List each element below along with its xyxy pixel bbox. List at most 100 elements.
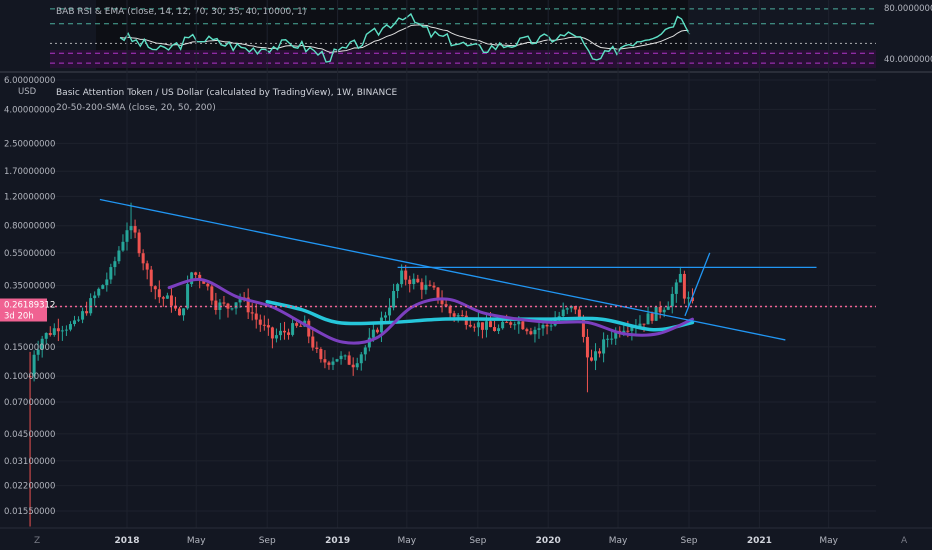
price-tick-label: 0.02200000 [4,482,55,492]
candle-body [400,270,404,285]
candle-body [32,354,36,377]
time-tick-label: 2019 [325,536,350,546]
sma20-line [167,277,694,345]
zoom-corner-left[interactable]: Z [34,536,40,546]
candle-body [339,355,343,360]
candle-body [521,321,525,330]
candle-body [202,280,206,284]
candle-body [254,313,258,320]
candle-body [319,349,323,360]
trendlines[interactable] [99,198,817,341]
candle-body [355,363,359,368]
sma50-line [265,299,695,332]
grid-lines [50,0,876,528]
candle-body [440,300,444,305]
candle-body [388,307,392,316]
candle-body [258,319,262,325]
candle-body [452,313,456,317]
price-tick-label: 6.00000000 [4,76,55,86]
candle-body [351,364,355,368]
price-tick-label: 1.20000000 [4,192,55,202]
candle-body [97,288,101,296]
candle-body [307,320,311,337]
candle-body [472,326,476,328]
candle-body [145,263,149,270]
candle-body [529,331,533,335]
auto-scale-corner[interactable]: A [901,536,908,546]
candle-body [327,362,331,365]
candle-body [335,359,339,362]
candle-body [40,338,44,350]
candle-body [517,321,521,325]
candle-body [109,267,113,280]
candle-body [371,329,375,338]
price-tick-label: 0.80000000 [4,222,55,232]
candle-body [581,319,585,337]
candle-body [161,297,165,299]
candle-body [670,293,674,307]
candle-body [287,332,291,335]
price-tick-label: 4.00000000 [4,105,55,115]
time-tick-label: May [819,536,838,546]
candle-body [182,308,186,316]
chart-title: Basic Attention Token / US Dollar (calcu… [56,88,397,98]
candle-body [299,325,303,327]
candle-body [52,328,56,335]
candle-body [246,297,250,313]
rsi-ema-line [120,24,690,53]
rsi-pane[interactable]: BAB RSI & EMA (close, 14, 12, 70, 30, 35… [50,0,932,70]
bar-countdown: 3d 20h [4,312,34,322]
candle-body [537,328,541,330]
rsi-line [119,12,691,63]
candle-body [678,273,682,283]
candle-body [77,319,81,321]
candle-body [186,284,190,309]
candle-body [489,321,493,328]
candle-body [85,311,89,314]
candle-body [64,329,68,331]
candle-body [565,308,569,310]
time-axis[interactable]: 2018 May Sep 2019 May Sep 2020 May Sep 2021 May Z … [0,527,932,546]
candle-body [363,347,367,355]
candle-body [614,330,618,339]
rsi-oversold-band [50,50,876,68]
candle-body [686,297,690,299]
price-tick-label: 0.10000000 [4,372,55,382]
candle-body [36,349,40,355]
candle-body [525,329,529,332]
candle-body [650,313,654,321]
price-tick-label: 0.03100000 [4,457,55,467]
rsi-axis-label-low: 40.00000000 [884,55,932,65]
candle-body [408,279,412,285]
main-pane[interactable]: Basic Attention Token / US Dollar (calcu… [28,0,876,528]
candle-body [436,287,440,301]
candle-body [598,351,602,354]
candle-body [194,272,198,275]
price-axis-unit: USD [18,87,37,97]
candle-body [206,283,210,287]
candles [28,202,694,527]
trendline[interactable] [99,198,786,341]
candle-body [270,327,274,339]
candle-body [642,323,646,325]
candle-body [323,359,327,363]
price-axis[interactable]: USD 6.00000000 4.00000000 2.50000000 1.7000… [0,76,55,517]
candle-body [594,351,598,361]
candle-body [113,261,117,268]
candle-body [81,311,85,320]
candle-body [690,297,694,302]
candle-body [501,321,505,329]
candle-body [262,324,266,326]
candle-body [125,230,129,242]
price-tick-label: 1.70000000 [4,167,55,177]
time-tick-label: May [398,536,417,546]
candle-body [234,302,238,309]
candle-body [577,309,581,320]
time-tick-label: Sep [681,536,698,546]
trendline[interactable] [684,252,711,317]
candle-body [416,278,420,283]
candle-body [347,355,351,365]
candle-body [392,290,396,308]
candle-body [493,327,497,331]
